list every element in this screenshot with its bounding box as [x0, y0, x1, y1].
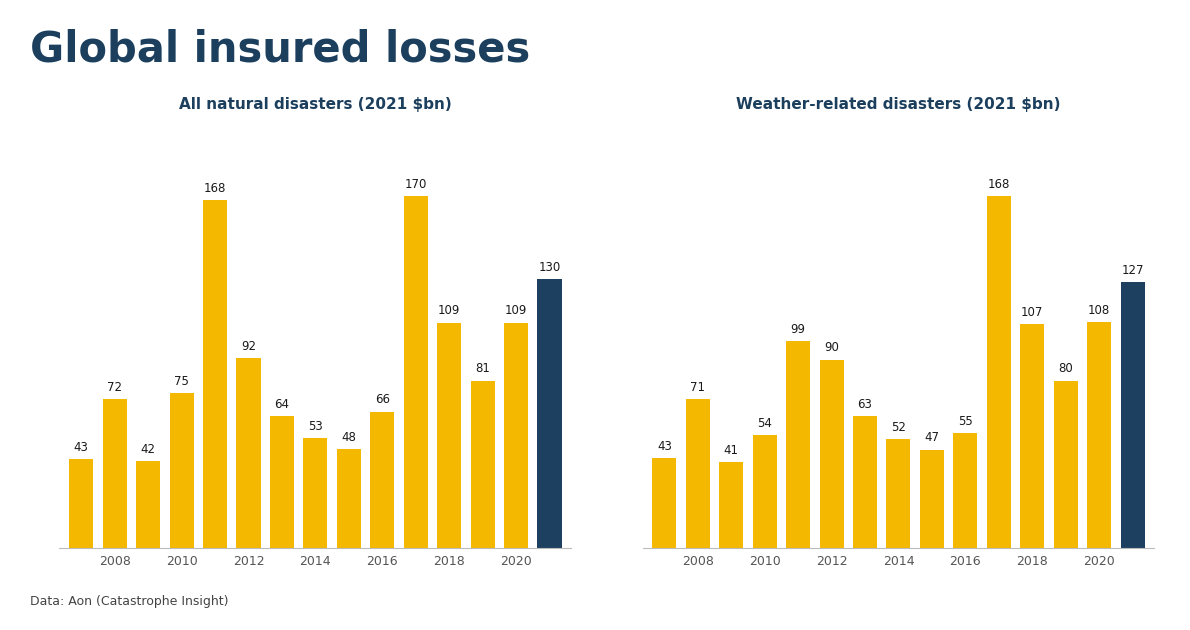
Bar [403, 197, 427, 548]
Text: 127: 127 [1121, 264, 1144, 277]
Bar [953, 433, 977, 548]
Text: 90: 90 [825, 341, 839, 355]
Text: 130: 130 [538, 261, 560, 274]
Bar [887, 439, 910, 548]
Text: 71: 71 [690, 381, 706, 394]
Text: 107: 107 [1021, 306, 1044, 319]
Bar [270, 416, 294, 548]
Bar [1020, 324, 1045, 548]
Bar [920, 450, 944, 548]
Bar [337, 449, 361, 548]
Title: Weather-related disasters (2021 $bn): Weather-related disasters (2021 $bn) [737, 97, 1060, 112]
Bar [685, 399, 709, 548]
Bar [136, 461, 161, 548]
Text: 54: 54 [757, 417, 772, 430]
Bar [853, 416, 877, 548]
Title: All natural disasters (2021 $bn): All natural disasters (2021 $bn) [178, 97, 452, 112]
Text: Global insured losses: Global insured losses [30, 28, 530, 71]
Bar [169, 393, 194, 548]
Bar [370, 411, 394, 548]
Text: 48: 48 [342, 431, 356, 444]
Text: 109: 109 [505, 304, 527, 318]
Bar [719, 462, 744, 548]
Bar [1053, 381, 1078, 548]
Text: 43: 43 [74, 441, 89, 454]
Text: 42: 42 [140, 443, 156, 456]
Text: 92: 92 [240, 340, 256, 353]
Bar [787, 341, 810, 548]
Bar [470, 381, 495, 548]
Text: 52: 52 [891, 421, 906, 434]
Text: 99: 99 [790, 323, 806, 336]
Text: 72: 72 [107, 381, 123, 394]
Bar [1088, 322, 1111, 548]
Bar [820, 360, 844, 548]
Bar [303, 438, 327, 548]
Text: 41: 41 [724, 444, 739, 457]
Text: 63: 63 [858, 398, 872, 411]
Bar [237, 358, 261, 548]
Text: 64: 64 [275, 398, 289, 411]
Bar [752, 435, 777, 548]
Text: 168: 168 [203, 182, 226, 195]
Bar [203, 200, 227, 548]
Text: 80: 80 [1058, 362, 1073, 375]
Bar [1121, 282, 1145, 548]
Text: 170: 170 [405, 178, 427, 191]
Text: 108: 108 [1088, 304, 1110, 317]
Text: 53: 53 [308, 420, 322, 433]
Bar [538, 279, 562, 548]
Text: 81: 81 [475, 362, 490, 375]
Text: 168: 168 [988, 178, 1010, 191]
Bar [505, 323, 528, 548]
Text: 47: 47 [925, 432, 939, 444]
Text: 109: 109 [438, 304, 461, 318]
Bar [102, 399, 126, 548]
Text: 66: 66 [375, 393, 390, 406]
Bar [437, 323, 462, 548]
Text: Data: Aon (Catastrophe Insight): Data: Aon (Catastrophe Insight) [30, 595, 228, 608]
Text: 43: 43 [657, 440, 672, 453]
Bar [652, 458, 676, 548]
Text: 75: 75 [174, 375, 189, 387]
Bar [69, 459, 93, 548]
Bar [987, 197, 1010, 548]
Text: 55: 55 [958, 415, 972, 428]
